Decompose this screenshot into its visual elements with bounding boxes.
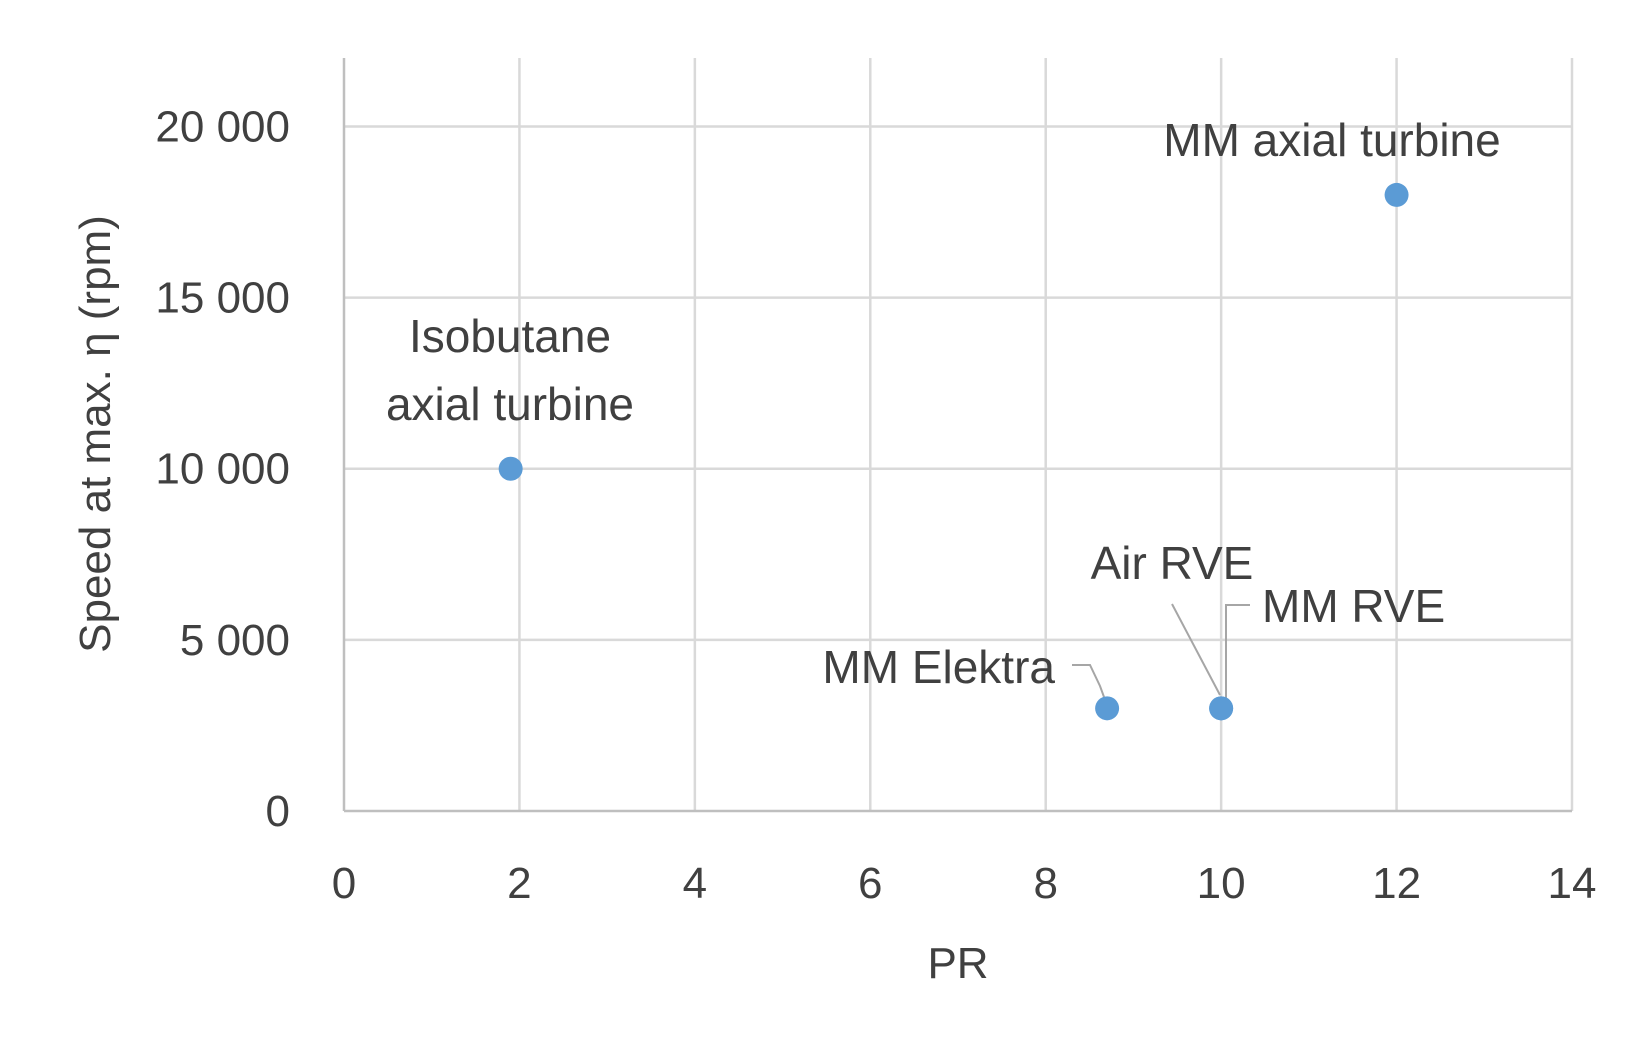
x-tick-label: 12 <box>1372 859 1421 908</box>
point-label-line: MM RVE <box>1262 580 1445 632</box>
data-point <box>498 456 523 481</box>
point-label-line: MM Elektra <box>822 641 1055 693</box>
x-tick-label: 0 <box>332 859 356 908</box>
x-tick-label: 4 <box>683 859 707 908</box>
leader-lines <box>1072 603 1250 709</box>
point-labels: Isobutane axial turbine MM axial turbine MM… <box>386 114 1501 693</box>
data-point <box>1384 182 1409 207</box>
label-leader-line <box>1171 603 1221 696</box>
x-axis-title: PR <box>927 939 988 988</box>
x-tick-label: 6 <box>858 859 882 908</box>
y-tick-labels: 0 5 000 10 000 15 000 20 000 <box>155 102 290 836</box>
x-tick-labels: 0 2 4 6 8 10 12 14 <box>332 859 1597 908</box>
gridlines <box>344 58 1574 811</box>
point-label: MM RVE <box>1262 580 1445 632</box>
point-label: Air RVE <box>1091 537 1254 589</box>
data-point <box>1209 696 1234 721</box>
point-label-line: axial turbine <box>386 378 634 430</box>
x-tick-label: 10 <box>1197 859 1246 908</box>
point-label-line: Air RVE <box>1091 537 1254 589</box>
y-tick-label: 20 000 <box>155 102 290 151</box>
y-tick-label: 10 000 <box>155 445 290 494</box>
point-label-line: MM axial turbine <box>1163 114 1500 166</box>
label-leader-line <box>1225 604 1250 700</box>
y-tick-label: 5 000 <box>180 616 290 665</box>
point-label: Isobutane axial turbine <box>386 310 634 430</box>
data-points <box>498 182 1409 721</box>
point-label: MM Elektra <box>822 641 1055 693</box>
x-tick-label: 8 <box>1033 859 1057 908</box>
y-tick-label: 0 <box>266 787 290 836</box>
y-axis-title: Speed at max. η (rpm) <box>71 215 120 653</box>
x-tick-label: 2 <box>507 859 531 908</box>
y-tick-label: 15 000 <box>155 274 290 323</box>
axes <box>342 58 1572 813</box>
x-tick-label: 14 <box>1548 859 1597 908</box>
data-point <box>1095 696 1120 721</box>
point-label-line: Isobutane <box>409 310 611 362</box>
point-label: MM axial turbine <box>1163 114 1500 166</box>
